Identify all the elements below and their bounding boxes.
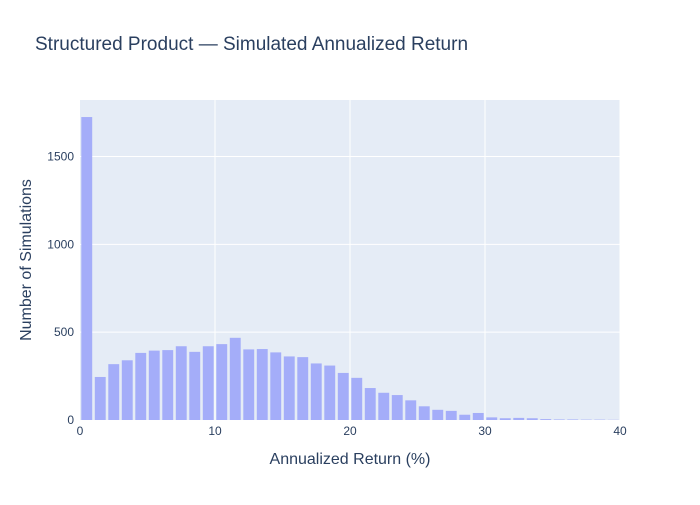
x-tick-label: 0 <box>77 424 84 438</box>
x-axis-title: Annualized Return (%) <box>270 451 431 468</box>
y-tick-label: 1000 <box>47 237 74 251</box>
histogram-bar <box>405 400 416 420</box>
histogram-bar <box>297 357 308 420</box>
histogram-bar <box>108 364 119 420</box>
histogram-bar <box>378 393 389 420</box>
histogram-bar <box>432 410 443 420</box>
histogram-bar <box>446 411 457 420</box>
histogram-bar <box>554 419 565 420</box>
x-tick-label: 10 <box>208 424 222 438</box>
y-tick-label: 0 <box>67 413 74 427</box>
histogram-bar <box>324 366 335 420</box>
histogram-bar <box>338 373 349 420</box>
chart-title: Structured Product — Simulated Annualize… <box>35 34 468 55</box>
histogram-bar <box>189 352 200 420</box>
histogram-bar <box>203 346 214 420</box>
y-tick-label: 500 <box>54 325 74 339</box>
histogram-bar <box>149 351 160 420</box>
histogram-bar <box>459 415 470 420</box>
x-tick-label: 20 <box>343 424 357 438</box>
histogram-bar <box>122 360 133 420</box>
histogram-bar <box>95 377 106 420</box>
histogram-bar <box>527 418 538 420</box>
histogram-bar <box>257 349 268 420</box>
histogram-bar <box>81 117 92 420</box>
histogram-bar <box>486 417 497 420</box>
histogram-bar <box>176 346 187 420</box>
y-axis-title: Number of Simulations <box>18 179 35 341</box>
x-axis-ticks: 0 10 20 30 40 <box>77 424 627 438</box>
histogram-bar <box>216 344 227 420</box>
histogram-bar <box>135 353 146 420</box>
y-axis-ticks: 0 500 1000 1500 <box>47 150 74 427</box>
histogram-bar <box>567 419 578 420</box>
histogram-bar <box>540 419 551 420</box>
y-tick-label: 1500 <box>47 150 74 164</box>
histogram-bar <box>513 418 524 420</box>
histogram-bar <box>392 395 403 420</box>
histogram-bar <box>270 352 281 420</box>
histogram-bar <box>419 406 430 420</box>
histogram-bar <box>230 338 241 420</box>
histogram-bar <box>500 418 511 420</box>
histogram-bar <box>473 413 484 420</box>
x-tick-label: 30 <box>478 424 492 438</box>
histogram-bar <box>351 378 362 420</box>
x-tick-label: 40 <box>613 424 627 438</box>
histogram-bar <box>162 350 173 420</box>
histogram-bar <box>311 363 322 420</box>
histogram-bar <box>365 388 376 420</box>
histogram-bar <box>284 356 295 420</box>
histogram-bar <box>243 349 254 420</box>
